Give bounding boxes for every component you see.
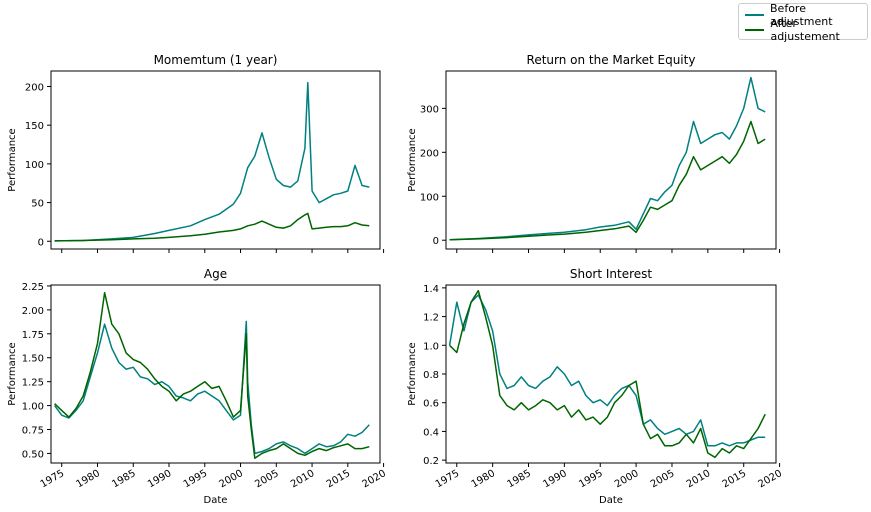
y-tick-label: 1.75	[22, 330, 44, 341]
plot-frame	[50, 70, 381, 250]
series-line-after	[449, 120, 766, 241]
series-line-before	[449, 76, 766, 241]
y-tick-label: 0.6	[423, 399, 439, 410]
y-tick-label: 0.8	[423, 370, 439, 381]
series-line-before	[54, 81, 370, 242]
x-axis-label: Date	[204, 495, 228, 506]
legend: Before adjustment After adjustement	[738, 2, 868, 43]
x-tick-label: 1980	[470, 468, 498, 490]
x-tick-label: 2020	[757, 468, 785, 490]
y-tick-label: 0.50	[22, 449, 44, 460]
legend-label-after: After adjustement	[770, 16, 840, 43]
x-tick-label: 1980	[74, 468, 102, 490]
series-line-before	[448, 294, 766, 447]
y-tick-label: 0.75	[22, 426, 44, 437]
y-tick-label: 50	[31, 199, 44, 210]
panel-title: Short Interest	[570, 267, 653, 281]
y-axis-label: Performance	[407, 128, 418, 191]
x-tick-label: 1985	[505, 468, 533, 490]
y-tick-label: 1.0	[423, 341, 439, 352]
panel-title: Age	[204, 267, 227, 281]
legend-entry-before: Before adjustment	[745, 2, 867, 28]
x-tick-label: 1975	[39, 468, 67, 490]
y-tick-label: 0	[38, 237, 44, 248]
y-axis-label: Performance	[407, 342, 418, 405]
series-line-after	[449, 289, 766, 459]
series-line-before	[53, 320, 370, 455]
legend-entry-after: After adjustement	[745, 17, 867, 43]
legend-swatch-after	[745, 28, 765, 31]
y-tick-label: 0.2	[423, 456, 439, 467]
x-tick-label: 2015	[721, 468, 749, 490]
y-tick-label: 100	[25, 160, 44, 171]
y-tick-label: 100	[420, 192, 439, 203]
plot-frame	[445, 70, 777, 250]
y-tick-label: 1.4	[423, 284, 439, 295]
x-tick-label: 1990	[146, 468, 174, 490]
plot-frame	[50, 284, 381, 464]
series-line-after	[54, 212, 370, 242]
y-tick-label: 0	[433, 236, 439, 247]
panel-title: Momemtum (1 year)	[154, 53, 278, 67]
y-tick-label: 200	[25, 82, 44, 93]
x-tick-label: 2015	[325, 468, 353, 490]
y-axis-label: Performance	[7, 342, 18, 405]
y-tick-label: 1.25	[22, 378, 44, 389]
x-tick-label: 1995	[182, 468, 210, 490]
y-tick-label: 0.4	[423, 427, 439, 438]
y-axis-label: Performance	[7, 128, 18, 191]
x-tick-label: 2020	[361, 468, 389, 490]
y-tick-label: 1.2	[423, 313, 439, 324]
x-tick-label: 1990	[541, 468, 569, 490]
x-tick-label: 2005	[649, 468, 677, 490]
x-tick-label: 2000	[217, 468, 245, 490]
y-tick-label: 2.00	[22, 306, 44, 317]
y-tick-label: 150	[25, 121, 44, 132]
y-tick-label: 200	[420, 148, 439, 159]
plot-frame	[445, 284, 777, 464]
legend-swatch-before	[745, 13, 765, 16]
panel-title: Return on the Market Equity	[527, 53, 696, 67]
x-tick-label: 2005	[253, 468, 281, 490]
legend-label-before: Before adjustment	[770, 1, 833, 28]
series-line-after	[54, 291, 370, 459]
x-tick-label: 1975	[434, 468, 462, 490]
x-tick-label: 1995	[577, 468, 605, 490]
x-tick-label: 1985	[110, 468, 138, 490]
x-tick-label: 2000	[613, 468, 641, 490]
y-tick-label: 2.25	[22, 282, 44, 293]
x-tick-label: 2010	[685, 468, 713, 490]
y-tick-label: 1.50	[22, 354, 44, 365]
y-tick-label: 1.00	[22, 402, 44, 413]
x-tick-label: 2010	[289, 468, 317, 490]
y-tick-label: 300	[420, 104, 439, 115]
x-axis-label: Date	[599, 495, 623, 506]
